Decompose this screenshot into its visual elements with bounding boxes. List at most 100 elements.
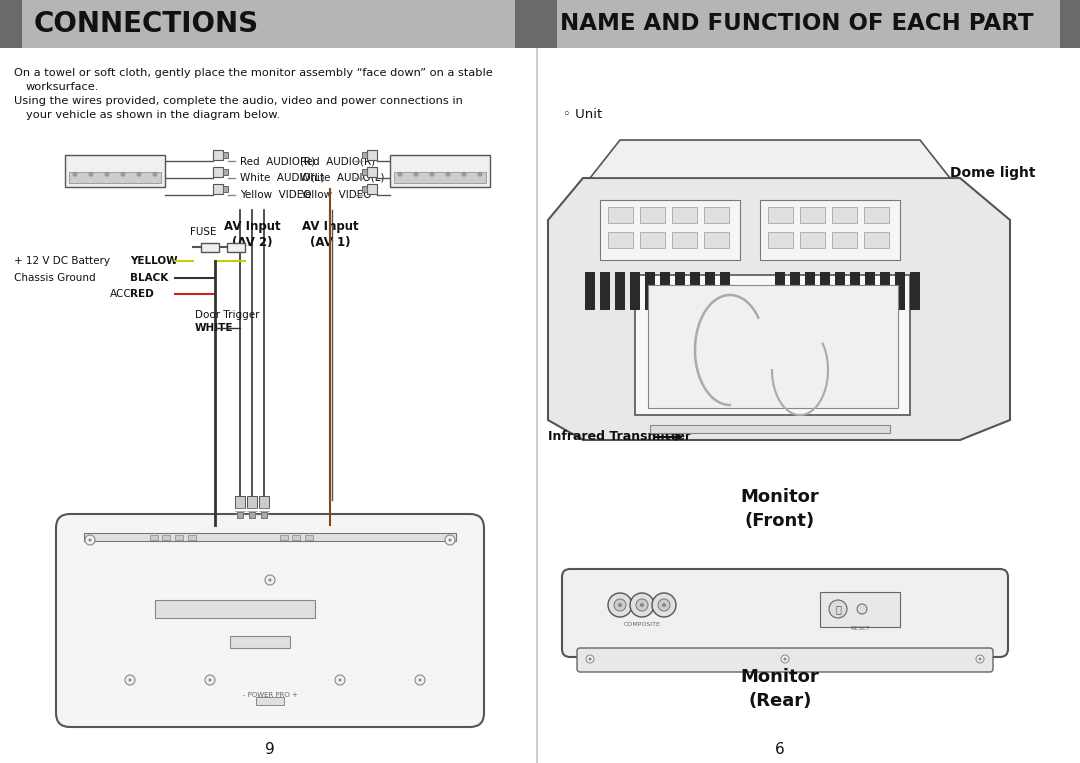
FancyBboxPatch shape <box>577 648 993 672</box>
Bar <box>832 232 858 248</box>
Polygon shape <box>648 285 897 408</box>
Bar <box>630 272 640 310</box>
Bar <box>864 232 889 248</box>
Bar <box>230 636 291 648</box>
Text: Red  AUDIO(R): Red AUDIO(R) <box>300 156 375 166</box>
Circle shape <box>419 678 421 681</box>
Circle shape <box>430 172 434 177</box>
Bar <box>640 232 665 248</box>
Text: + 12 V DC Battery: + 12 V DC Battery <box>14 256 110 266</box>
Bar <box>672 232 697 248</box>
Bar <box>259 496 269 508</box>
Text: COMPOSITE: COMPOSITE <box>623 623 661 627</box>
Bar <box>367 167 377 177</box>
Text: NAME AND FUNCTION OF EACH PART: NAME AND FUNCTION OF EACH PART <box>561 12 1034 36</box>
Text: your vehicle as shown in the diagram below.: your vehicle as shown in the diagram bel… <box>26 110 280 120</box>
Text: - POWER PRO +: - POWER PRO + <box>243 692 297 698</box>
Text: Red  AUDIO(R): Red AUDIO(R) <box>240 156 315 166</box>
Bar <box>515 0 537 48</box>
Bar <box>280 535 288 540</box>
Circle shape <box>136 172 141 177</box>
Bar <box>690 272 700 310</box>
Circle shape <box>205 675 215 685</box>
FancyBboxPatch shape <box>562 569 1008 657</box>
Bar <box>222 169 228 175</box>
Bar <box>188 535 195 540</box>
Text: White  AUDIO(L): White AUDIO(L) <box>240 173 324 183</box>
Circle shape <box>662 603 666 607</box>
Text: Chassis Ground: Chassis Ground <box>14 273 96 283</box>
Circle shape <box>446 172 450 177</box>
Circle shape <box>608 593 632 617</box>
Text: YELLOW: YELLOW <box>130 256 177 266</box>
Circle shape <box>397 172 403 177</box>
Circle shape <box>89 172 94 177</box>
Polygon shape <box>635 275 910 415</box>
Bar <box>705 272 715 310</box>
Text: Using the wires provided, complete the audio, video and power connections in: Using the wires provided, complete the a… <box>14 96 463 106</box>
Bar <box>213 167 222 177</box>
Bar <box>600 272 610 310</box>
Bar <box>895 272 905 310</box>
Bar <box>800 232 825 248</box>
Text: RED: RED <box>130 289 153 299</box>
Bar <box>394 172 486 183</box>
Bar <box>704 232 729 248</box>
Bar <box>213 184 222 194</box>
Bar <box>235 496 245 508</box>
Bar <box>672 207 697 223</box>
Bar <box>227 243 245 252</box>
Polygon shape <box>590 140 950 178</box>
Text: worksurface.: worksurface. <box>26 82 99 92</box>
Text: Infrared Transmitter: Infrared Transmitter <box>548 430 691 443</box>
Bar <box>175 535 183 540</box>
Bar <box>237 512 243 518</box>
Circle shape <box>129 678 132 681</box>
Bar <box>1059 0 1080 48</box>
Bar <box>222 186 228 192</box>
Bar <box>367 150 377 160</box>
Text: On a towel or soft cloth, gently place the monitor assembly “face down” on a sta: On a towel or soft cloth, gently place t… <box>14 68 492 78</box>
Circle shape <box>461 172 467 177</box>
Text: 9: 9 <box>265 742 275 758</box>
Text: Monitor
(Rear): Monitor (Rear) <box>741 668 820 710</box>
Bar <box>704 207 729 223</box>
Bar <box>775 272 785 310</box>
Bar <box>0 0 537 48</box>
Bar <box>261 512 267 518</box>
Bar <box>362 169 367 175</box>
Circle shape <box>618 603 622 607</box>
Bar <box>800 207 825 223</box>
FancyBboxPatch shape <box>56 514 484 727</box>
Text: RESET: RESET <box>850 626 869 632</box>
Bar <box>292 535 300 540</box>
Bar <box>832 207 858 223</box>
Circle shape <box>615 599 626 611</box>
Circle shape <box>72 172 78 177</box>
Circle shape <box>89 539 92 542</box>
Bar <box>213 150 222 160</box>
Bar <box>650 425 890 433</box>
Bar <box>69 172 161 183</box>
Circle shape <box>338 678 341 681</box>
Bar <box>362 186 367 192</box>
Circle shape <box>636 599 648 611</box>
Circle shape <box>978 658 982 661</box>
Bar <box>0 0 22 48</box>
Text: White  AUDIO(L): White AUDIO(L) <box>300 173 384 183</box>
Text: 6: 6 <box>775 742 785 758</box>
Circle shape <box>335 675 345 685</box>
Bar <box>865 272 875 310</box>
Text: Yellow  VIDEO: Yellow VIDEO <box>240 190 311 200</box>
Polygon shape <box>600 200 740 260</box>
Circle shape <box>445 535 455 545</box>
Circle shape <box>208 678 212 681</box>
Text: ACC: ACC <box>110 289 132 299</box>
Circle shape <box>652 593 676 617</box>
Circle shape <box>125 675 135 685</box>
Bar <box>247 496 257 508</box>
Text: CONNECTIONS: CONNECTIONS <box>33 10 259 38</box>
Text: AV Input
(AV 2): AV Input (AV 2) <box>224 220 281 249</box>
Circle shape <box>415 675 426 685</box>
Circle shape <box>589 658 592 661</box>
